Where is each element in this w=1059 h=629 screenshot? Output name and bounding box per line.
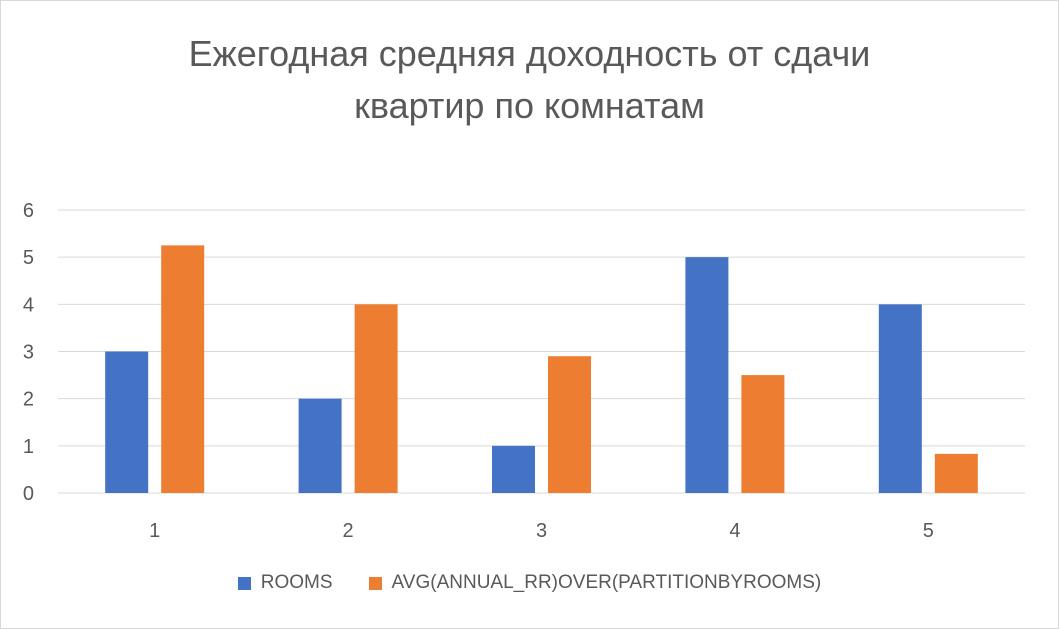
bar-series-1-cat-3 bbox=[492, 445, 535, 493]
chart-title-line-2: квартир по комнатам bbox=[354, 85, 705, 126]
bar-series-1-cat-4 bbox=[685, 257, 729, 493]
x-tick-label: 2 bbox=[343, 520, 354, 542]
legend: ROOMS AVG(ANNUAL_RR)OVER(PARTITIONBYROOM… bbox=[0, 572, 1059, 594]
bar-series-1-cat-2 bbox=[298, 398, 342, 493]
x-tick-label: 4 bbox=[729, 520, 740, 542]
legend-swatch-rooms bbox=[237, 576, 251, 590]
bar-series-1-cat-1 bbox=[105, 351, 149, 493]
chart-title: Ежегодная средняя доходность от сдачи кв… bbox=[0, 28, 1059, 132]
x-tick-label: 1 bbox=[149, 520, 160, 542]
legend-item-avg-annual-rr: AVG(ANNUAL_RR)OVER(PARTITIONBYROOMS) bbox=[368, 572, 822, 594]
legend-label-rooms: ROOMS bbox=[260, 572, 333, 593]
y-tick-label: 1 bbox=[23, 436, 34, 458]
bar-series-2-cat-1 bbox=[161, 245, 205, 493]
x-tick-label: 5 bbox=[923, 520, 934, 542]
y-tick-label: 5 bbox=[23, 247, 34, 269]
y-tick-label: 4 bbox=[23, 294, 34, 316]
chart-title-line-1: Ежегодная средняя доходность от сдачи bbox=[188, 33, 871, 74]
y-tick-label: 6 bbox=[23, 200, 34, 222]
y-tick-label: 2 bbox=[23, 389, 34, 411]
bar-series-2-cat-2 bbox=[354, 304, 398, 493]
legend-label-avg-annual-rr: AVG(ANNUAL_RR)OVER(PARTITIONBYROOMS) bbox=[391, 572, 822, 593]
bar-series-1-cat-5 bbox=[878, 304, 922, 493]
bar-series-2-cat-5 bbox=[934, 453, 978, 493]
y-tick-label: 0 bbox=[23, 483, 34, 505]
x-tick-label: 3 bbox=[536, 520, 547, 542]
bar-series-2-cat-4 bbox=[741, 375, 785, 493]
legend-item-rooms: ROOMS bbox=[237, 572, 333, 594]
y-tick-label: 3 bbox=[23, 342, 34, 364]
bar-series-2-cat-3 bbox=[548, 356, 591, 493]
legend-swatch-avg-annual-rr bbox=[368, 576, 382, 590]
